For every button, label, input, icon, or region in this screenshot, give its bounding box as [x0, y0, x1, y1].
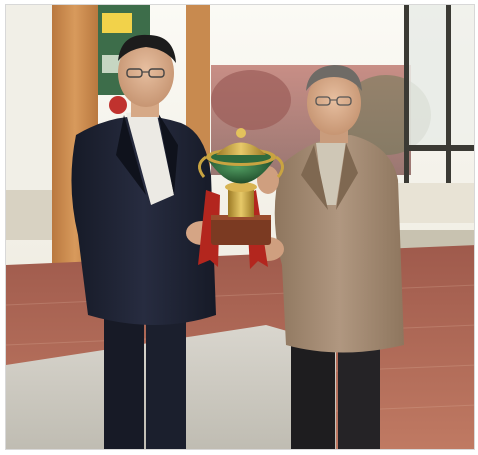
checked-shirt [316, 141, 346, 205]
trophy-presentation-photo [5, 4, 475, 450]
dark-hair [118, 34, 176, 63]
trophy-handle [198, 155, 207, 178]
right-wall [391, 183, 474, 223]
man-in-dark-suit [71, 34, 218, 449]
left-window [6, 5, 54, 190]
white-shirt [126, 110, 174, 205]
trophy-finial [236, 128, 246, 138]
left-wall-ledge [6, 190, 54, 240]
window-pane [409, 5, 446, 145]
grey-hair [306, 65, 362, 91]
window-mullion [404, 5, 409, 185]
photo-canvas [6, 5, 474, 449]
trophy-wooden-base [211, 215, 271, 245]
window-mullion [446, 5, 451, 185]
dark-suit-jacket [71, 116, 216, 325]
head [118, 39, 174, 107]
trophy-cup [198, 128, 284, 269]
poster-red-emblem [109, 96, 127, 114]
tree-foliage [211, 70, 291, 130]
trophy-handle [275, 155, 284, 178]
trophy-lid [216, 142, 266, 155]
red-ribbon [198, 190, 220, 267]
tan-jacket [274, 135, 404, 353]
window-rail [404, 145, 474, 151]
poster-graphic [102, 13, 132, 33]
window-pane [451, 5, 474, 145]
head [307, 71, 361, 135]
